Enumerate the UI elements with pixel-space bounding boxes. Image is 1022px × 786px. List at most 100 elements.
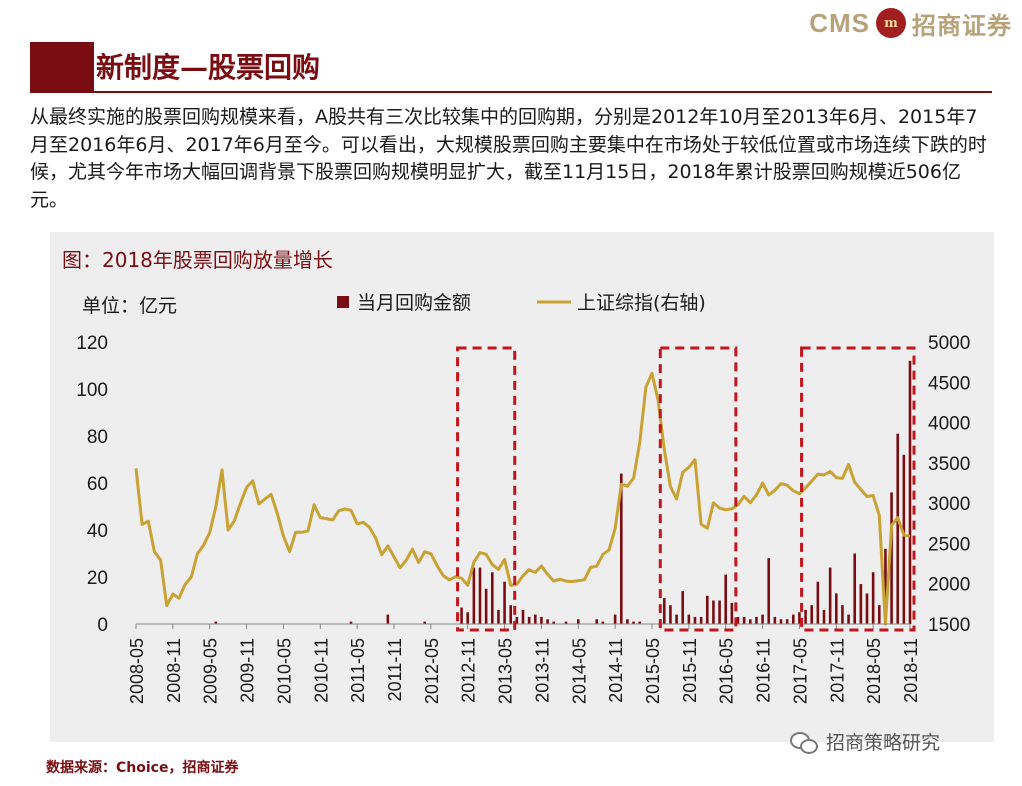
bar-mark (349, 621, 353, 624)
bar-mark (767, 558, 771, 624)
bar-mark (638, 621, 642, 624)
bar-mark (466, 612, 470, 624)
highlight-period-box (800, 346, 916, 632)
brand-logo: CMS m 招商证券 (809, 6, 1012, 40)
y-left-tick-label: 80 (87, 427, 108, 448)
bar-mark (705, 595, 709, 624)
bar-mark (791, 614, 795, 624)
bar-mark (527, 616, 531, 624)
bar-mark (619, 473, 623, 624)
x-tick-label: 2013-11 (532, 638, 552, 703)
bar-mark (822, 609, 826, 624)
bar-mark (214, 621, 218, 624)
bar-mark (798, 612, 801, 624)
title-divider (30, 91, 992, 93)
bar-mark (902, 454, 906, 624)
bar-mark (884, 548, 887, 624)
bar-mark (576, 619, 580, 624)
bar-mark (699, 616, 703, 624)
bar-mark (736, 616, 740, 624)
bar-mark (626, 619, 629, 624)
bar-mark (595, 619, 599, 624)
bar-mark (386, 614, 390, 624)
figure-title: 图：2018年股票回购放量增长 (62, 248, 333, 272)
unit-label: 单位：亿元 (82, 295, 177, 317)
bar-mark (785, 619, 789, 624)
bar-mark (724, 574, 728, 624)
bar-mark (828, 567, 832, 624)
bar-mark (687, 614, 691, 624)
y-right-tick-label: 3500 (928, 454, 970, 475)
highlight-period-box (456, 346, 517, 632)
bar-mark (730, 602, 734, 624)
bar-mark (847, 614, 850, 624)
brand-cms-text: CMS (809, 7, 870, 38)
bar-mark (423, 621, 427, 624)
bar-mark (896, 433, 900, 624)
x-tick-label: 2012-11 (459, 638, 479, 703)
bar-mark (841, 605, 844, 624)
bar-mark (478, 567, 482, 624)
x-tick-label: 2016-05 (717, 638, 737, 704)
brand-name: 招商证券 (912, 10, 1012, 40)
bar-mark (859, 584, 863, 624)
bar-mark (460, 607, 463, 624)
x-tick-label: 2010-11 (311, 638, 331, 703)
bar-mark (509, 605, 513, 624)
x-tick-label: 2018-11 (901, 638, 921, 703)
y-left-tick-label: 40 (87, 521, 108, 542)
x-tick-label: 2015-05 (643, 638, 663, 704)
bar-mark (853, 553, 857, 624)
x-tick-label: 2010-05 (274, 638, 294, 704)
bar-mark (890, 492, 893, 624)
x-tick-label: 2009-11 (238, 638, 258, 703)
bar-mark (865, 593, 869, 624)
bar-mark (693, 616, 697, 624)
legend-line-label: 上证综指(右轴) (577, 292, 706, 314)
bar-mark (669, 605, 672, 624)
x-tick-label: 2009-05 (201, 638, 221, 704)
x-tick-label: 2017-11 (827, 638, 847, 703)
y-left-tick-label: 0 (97, 615, 108, 636)
y-left-tick-label: 60 (87, 474, 108, 495)
x-tick-label: 2017-05 (790, 638, 810, 704)
bar-mark (779, 619, 783, 624)
bar-mark (742, 616, 746, 624)
bar-mark (681, 591, 685, 624)
x-tick-label: 2012-05 (422, 638, 442, 704)
bar-mark (662, 598, 666, 624)
intro-paragraph: 从最终实施的股票回购规模来看，A股共有三次比较集中的回购期，分别是2012年10… (30, 106, 987, 211)
bar-mark (472, 567, 476, 624)
x-tick-label: 2015-11 (680, 638, 700, 703)
bar-mark (546, 619, 549, 624)
bar-mark (632, 621, 635, 624)
y-right-tick-label: 2500 (928, 534, 970, 555)
y-left-tick-label: 20 (87, 568, 108, 589)
x-tick-label: 2014-11 (606, 638, 626, 703)
watermark-text: 招商策略研究 (826, 732, 941, 754)
bar-mark (490, 572, 494, 624)
highlight-period-box (658, 346, 738, 632)
brand-seal-icon: m (876, 8, 906, 38)
bar-mark (877, 605, 881, 624)
title-accent-block (30, 42, 94, 92)
x-tick-label: 2013-05 (496, 638, 516, 704)
bar-mark (810, 605, 814, 624)
index-line (134, 371, 911, 626)
bar-mark (521, 609, 525, 624)
bar-mark (718, 600, 721, 624)
data-source: 数据来源：Choice，招商证券 (46, 760, 239, 776)
legend-bar-label: 当月回购金额 (357, 292, 471, 314)
y-right-tick-label: 3000 (928, 494, 970, 515)
bar-mark (834, 593, 838, 624)
bar-mark (675, 614, 678, 624)
x-tick-label: 2011-05 (348, 638, 368, 703)
bar-mark (761, 614, 764, 624)
bar-mark (755, 616, 758, 624)
x-tick-label: 2018-05 (864, 638, 884, 704)
bar-mark (540, 616, 543, 624)
y-right-tick-label: 4000 (928, 414, 970, 435)
y-right-tick-label: 1500 (928, 615, 970, 636)
y-left-tick-label: 100 (76, 380, 108, 401)
legend-bar-swatch (337, 296, 349, 308)
